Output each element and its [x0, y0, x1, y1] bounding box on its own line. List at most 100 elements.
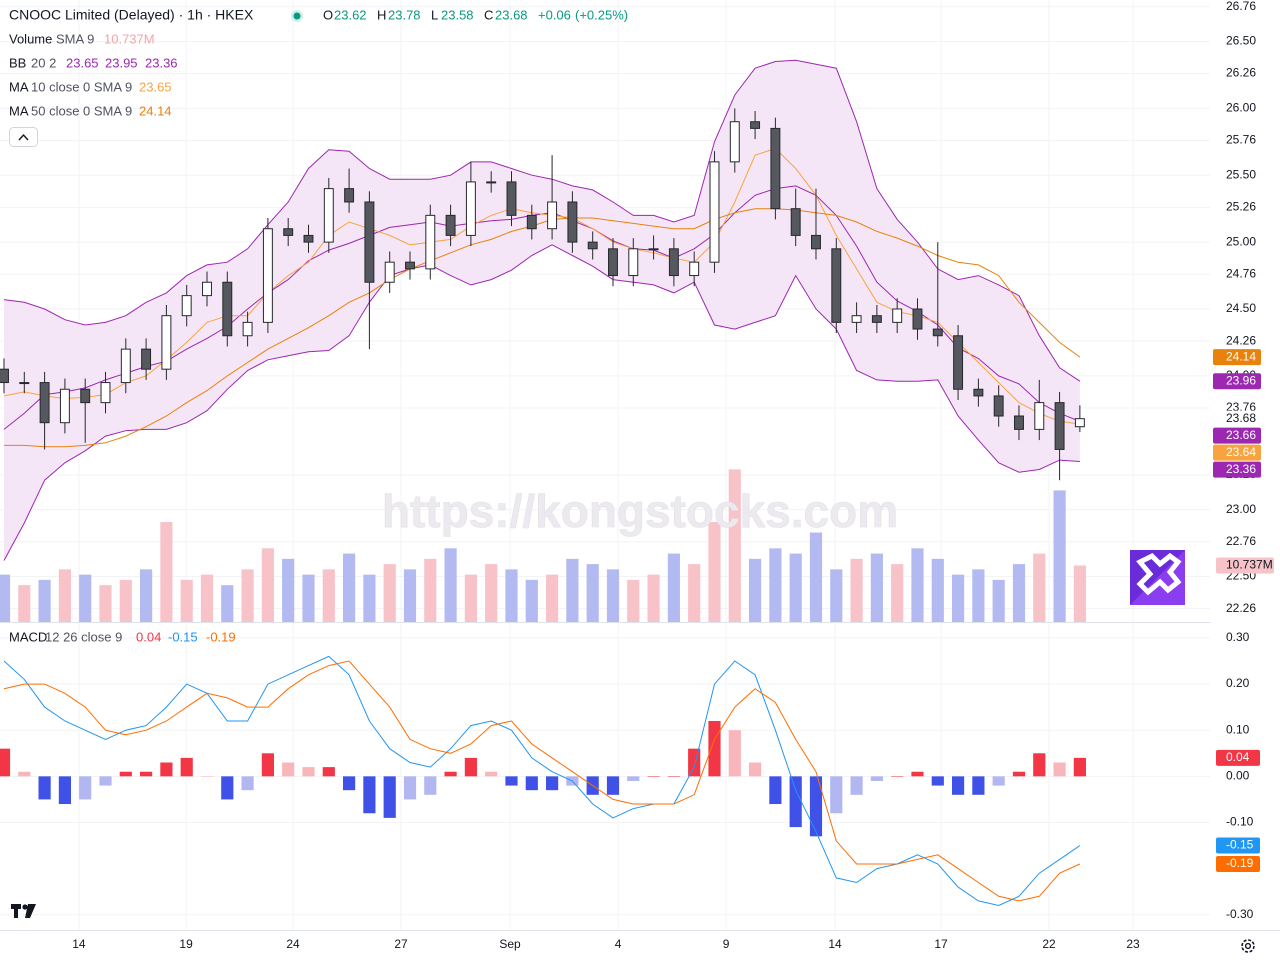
ohlc-value: 23.68	[495, 7, 528, 22]
macd-histogram-bar	[424, 776, 437, 795]
volume-bar	[241, 569, 254, 622]
axes: 26.76 26.50 26.26 26.00 25.76 25.50 25.26 25.00…	[72, 0, 1256, 951]
macd-histogram-bar	[891, 776, 904, 777]
candle-body	[80, 388, 91, 404]
site-logo	[1130, 550, 1185, 605]
y-tick-label: 26.00	[1226, 101, 1256, 115]
macd-histogram-bar	[728, 730, 741, 777]
volume-bar	[789, 553, 802, 622]
candle-body	[770, 127, 781, 210]
volume-bar	[1053, 490, 1066, 622]
volume-bar	[688, 564, 701, 622]
indicator-lines	[3, 59, 1081, 561]
bb-legend-setting: 20 2	[31, 55, 56, 70]
volume-legend-name: Volume	[9, 31, 52, 46]
macd-badge-label: 0.04	[1226, 750, 1250, 764]
macd-legend-setting: 12 26 close 9	[45, 629, 122, 644]
y-tick-label: 22.26	[1226, 601, 1256, 615]
bb-fill	[4, 60, 1080, 561]
macd-histogram-bar	[647, 776, 660, 777]
settings-button[interactable]	[1241, 939, 1255, 953]
candle-body	[993, 395, 1004, 417]
macd-histogram-bar	[282, 762, 295, 777]
volume-bar	[485, 564, 498, 622]
macd-histogram-bar	[464, 757, 477, 777]
candle-body	[445, 214, 456, 236]
volume-bar	[18, 585, 31, 622]
macd-histogram-bar	[403, 776, 417, 800]
volume-bar	[647, 574, 660, 622]
macd-badge-label: -0.15	[1226, 838, 1254, 852]
bb-upper	[3, 59, 1081, 382]
macd-histogram-bar	[58, 776, 71, 805]
ma10-legend-name: MA	[9, 79, 29, 94]
volume-bar	[160, 522, 173, 622]
candle-body	[831, 248, 842, 323]
macd-histogram-bar	[383, 776, 396, 818]
candle-body	[668, 248, 679, 277]
macd-tick-label: -0.10	[1226, 815, 1254, 829]
y-tick-label: 23.00	[1226, 502, 1256, 516]
macd-histogram-bar	[748, 762, 762, 777]
candle-body	[364, 201, 375, 283]
x-tick-label: 4	[615, 937, 622, 951]
candle-body	[1034, 402, 1045, 430]
candle-body	[323, 188, 334, 243]
volume-bar	[140, 569, 153, 622]
macd-histogram-bar	[160, 762, 173, 777]
legend: CNOOC Limited (Delayed) · 1h · HKEX O 23…	[9, 7, 628, 645]
volume-bar	[180, 579, 193, 622]
candle-body	[283, 228, 294, 236]
macd-tick-label: -0.30	[1226, 907, 1254, 921]
ohlc-value: 23.58	[441, 7, 474, 22]
volume-bar	[972, 569, 985, 622]
volume-bar	[891, 564, 904, 622]
change: +0.06	[538, 7, 571, 22]
volume-bar	[728, 469, 741, 622]
price-badge	[1213, 461, 1261, 478]
candle-body	[587, 241, 598, 250]
indicator-fill	[4, 60, 1080, 561]
macd-histogram-bar	[708, 720, 721, 777]
candle-body	[100, 382, 111, 404]
candles	[0, 108, 1085, 481]
volume-bar	[850, 558, 863, 622]
volume-bar	[769, 548, 782, 622]
candle-body	[202, 281, 212, 297]
volume-bar	[525, 579, 538, 622]
bb-legend-value: 23.65	[66, 55, 99, 70]
candle-body	[973, 388, 984, 397]
candle-body	[750, 121, 761, 129]
macd-legend-value: -0.19	[206, 629, 236, 644]
collapse-button[interactable]	[9, 127, 38, 147]
macd-histogram-bar	[606, 776, 620, 795]
candle-body	[161, 315, 172, 370]
candle-body	[344, 188, 355, 203]
macd-histogram-bar	[444, 771, 457, 777]
ma50-line	[4, 208, 1081, 448]
ma10-legend-value: 23.65	[139, 79, 172, 94]
candle-body	[222, 281, 233, 337]
macd-histogram-bar	[911, 771, 924, 777]
volume-bar	[221, 585, 234, 622]
price-badge	[1213, 349, 1261, 366]
candle-body	[39, 382, 50, 424]
candle-body	[1054, 402, 1065, 450]
volume-bar	[566, 558, 579, 622]
macd-histogram-bar	[992, 776, 1005, 786]
x-tick-label: 19	[179, 937, 193, 951]
watermark: https://kongstocks.com	[382, 485, 898, 537]
ma50-legend-setting: 50 close 0 SMA 9	[31, 103, 132, 118]
volume-bar	[830, 569, 843, 622]
macd-histogram-bar	[485, 771, 498, 777]
volume-bar	[606, 569, 620, 622]
volume-bar	[282, 558, 295, 622]
macd-histogram-bar	[99, 776, 112, 786]
volume-bar	[627, 579, 640, 622]
candle-body	[465, 181, 476, 236]
candle-body	[262, 228, 273, 323]
volume-bar	[383, 564, 396, 622]
macd-histogram-bar	[688, 748, 701, 777]
volume-bar	[992, 579, 1005, 622]
candle-body	[932, 328, 943, 337]
